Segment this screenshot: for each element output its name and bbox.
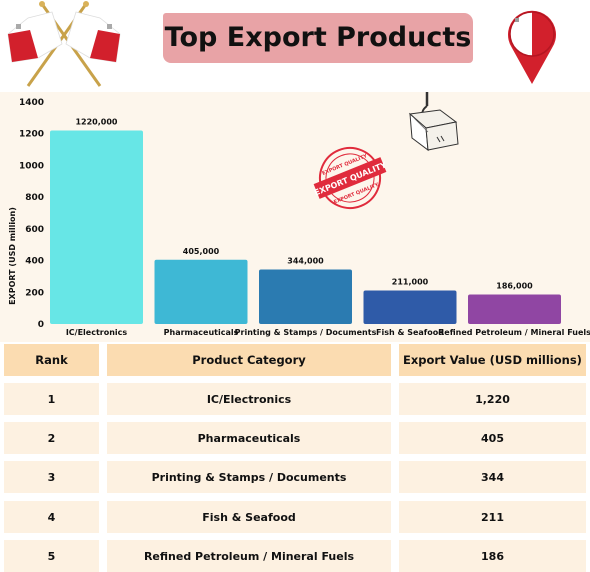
map-pin-flag-icon: [508, 10, 556, 84]
table-cell: 1,220: [399, 383, 586, 415]
table-cell: 405: [399, 422, 586, 454]
y-tick-label: 400: [25, 257, 44, 267]
y-tick-label: 600: [25, 225, 44, 235]
bar: [468, 294, 561, 324]
data-label: 186,000: [496, 282, 533, 291]
data-labels: 1220,000 405,000 344,000 211,000 186,000: [75, 118, 533, 291]
y-tick-label: 1200: [19, 130, 44, 140]
table-header-cell: Export Value (USD millions): [399, 344, 586, 376]
x-category-label: Pharmaceuticals: [164, 328, 239, 337]
x-category-label: Printing & Stamps / Documents: [235, 328, 377, 337]
data-label: 405,000: [183, 247, 220, 256]
export-quality-stamp-icon: EXPORT QUALITY EXPORT QUALITY EXPORT QUA…: [313, 147, 388, 209]
bar: [259, 269, 352, 324]
table-cell: 3: [4, 461, 99, 493]
y-ticks: 0 200 400 600 800 1000 1200 1400: [19, 98, 44, 330]
table-cell: 186: [399, 540, 586, 572]
x-category-label: Fish & Seafood: [376, 328, 444, 337]
y-tick-label: 1400: [19, 98, 44, 108]
export-table: Rank Product Category Export Value (USD mi…: [0, 342, 590, 572]
x-category-label: IC/Electronics: [66, 328, 128, 337]
page-title: Top Export Products: [164, 22, 472, 53]
y-tick-label: 200: [25, 288, 44, 298]
table-header-cell: Rank: [4, 344, 99, 376]
table-header-cell: Product Category: [107, 344, 391, 376]
table-cell: Fish & Seafood: [107, 501, 391, 533]
table-cell: 4: [4, 501, 99, 533]
bar: [154, 259, 248, 324]
y-tick-label: 800: [25, 193, 44, 203]
table-cell: Printing & Stamps / Documents: [107, 461, 391, 493]
bar-chart: EXPORT (USD million) 0 200 400 600 800 1000 12…: [0, 92, 590, 342]
y-tick-label: 0: [38, 320, 44, 330]
x-category-label: Refined Petroleum / Mineral Fuels: [438, 328, 590, 337]
table-cell: Pharmaceuticals: [107, 422, 391, 454]
header: Top Export Products: [0, 0, 590, 92]
y-axis-label: EXPORT (USD million): [8, 207, 17, 305]
table-cell: 344: [399, 461, 586, 493]
crossed-flags-icon: [7, 1, 121, 87]
title-banner: [163, 13, 473, 63]
table-cell: 2: [4, 422, 99, 454]
table-cell: 1: [4, 383, 99, 415]
bars: [50, 130, 561, 324]
data-label: 344,000: [287, 256, 324, 265]
crane-box-icon: [408, 92, 459, 152]
table-cell: 211: [399, 501, 586, 533]
data-label: 211,000: [392, 278, 429, 287]
data-label: 1220,000: [75, 118, 117, 127]
y-tick-label: 1000: [19, 161, 44, 171]
chart-svg: EXPORT (USD million) 0 200 400 600 800 1000 12…: [8, 92, 590, 337]
table-cell: Refined Petroleum / Mineral Fuels: [107, 540, 391, 572]
table-cell: 5: [4, 540, 99, 572]
bar: [363, 290, 457, 324]
table-cell: IC/Electronics: [107, 383, 391, 415]
bar: [50, 130, 143, 324]
